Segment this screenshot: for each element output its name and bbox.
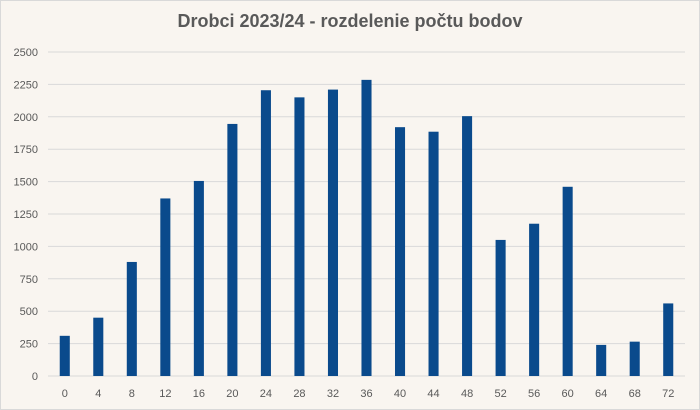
bar-72: [663, 303, 674, 376]
y-tick-label-3: 750: [20, 274, 38, 286]
bar-4: [93, 317, 104, 376]
x-tick-label-48: 48: [461, 388, 473, 400]
bar-56: [529, 223, 540, 376]
x-tick-label-36: 36: [360, 388, 372, 400]
x-tick-label-40: 40: [394, 388, 406, 400]
bar-44: [428, 131, 439, 376]
x-tick-label-52: 52: [494, 388, 506, 400]
y-tick-label-5: 1250: [14, 209, 38, 221]
bar-68: [629, 341, 640, 376]
x-tick-label-16: 16: [193, 388, 205, 400]
x-tick-label-20: 20: [226, 388, 238, 400]
bar-16: [193, 180, 204, 376]
bar-24: [260, 90, 271, 377]
x-tick-label-44: 44: [427, 388, 439, 400]
bar-20: [227, 123, 238, 376]
x-tick-label-64: 64: [595, 388, 607, 400]
x-tick-label-56: 56: [528, 388, 540, 400]
bar-64: [596, 344, 607, 376]
y-tick-label-7: 1750: [14, 144, 38, 156]
x-tick-label-24: 24: [260, 388, 272, 400]
x-tick-label-8: 8: [129, 388, 135, 400]
x-tick-label-12: 12: [159, 388, 171, 400]
x-tick-label-32: 32: [327, 388, 339, 400]
bar-0: [59, 335, 70, 376]
y-tick-label-6: 1500: [14, 177, 38, 189]
bar-52: [495, 239, 506, 376]
chart-title: Drobci 2023/24 - rozdelenie počtu bodov: [177, 11, 523, 31]
bar-60: [562, 186, 573, 376]
x-tick-label-0: 0: [62, 388, 68, 400]
x-tick-label-60: 60: [562, 388, 574, 400]
y-tick-label-9: 2250: [14, 79, 38, 91]
x-tick-label-68: 68: [629, 388, 641, 400]
bar-28: [294, 97, 305, 377]
y-tick-label-8: 2000: [14, 112, 38, 124]
bar-48: [462, 116, 473, 376]
bar-40: [394, 127, 406, 376]
y-tick-label-0: 0: [32, 371, 38, 383]
y-tick-label-4: 1000: [14, 241, 38, 253]
x-tick-label-72: 72: [662, 388, 674, 400]
x-tick-label-4: 4: [95, 388, 101, 400]
bar-32: [327, 89, 339, 377]
bar-36: [361, 79, 372, 376]
x-tick-label-28: 28: [293, 388, 305, 400]
y-tick-label-10: 2500: [14, 47, 38, 59]
y-tick-label-1: 250: [20, 339, 38, 351]
bar-8: [126, 261, 137, 376]
bar-12: [160, 198, 171, 376]
y-tick-label-2: 500: [20, 306, 38, 318]
